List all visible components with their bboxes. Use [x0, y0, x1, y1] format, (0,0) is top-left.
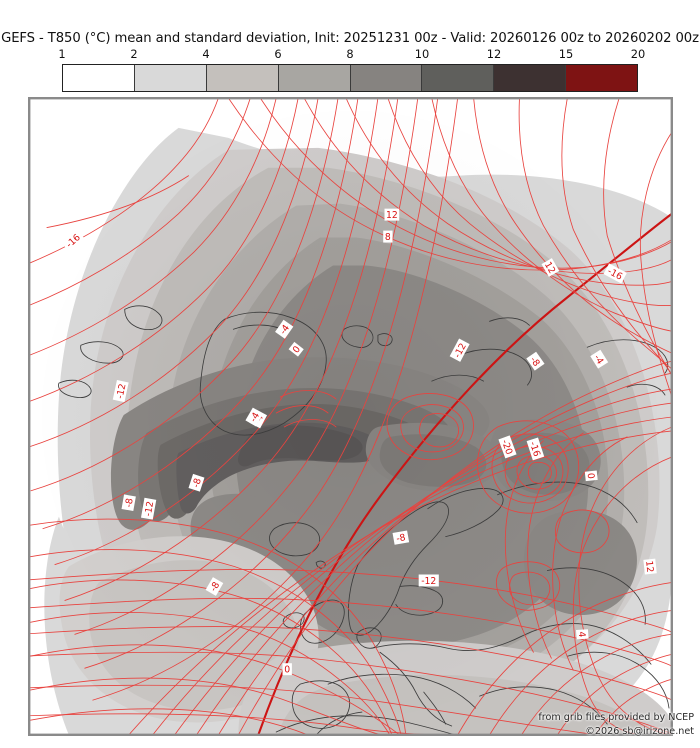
contour-label: -4 — [245, 407, 264, 427]
contour-label-bg — [449, 338, 470, 362]
colorbar-tick-8: 8 — [346, 47, 354, 61]
contour-label-bg — [590, 349, 609, 369]
contour-label-bg — [384, 208, 400, 221]
contour-label-bg — [112, 379, 129, 403]
page-title: GEFS - T850 (°C) mean and standard devia… — [1, 31, 699, 46]
mean-temperature-contours — [29, 98, 672, 735]
contour-label-text: -20 — [499, 438, 515, 456]
contour-label: 12 — [384, 208, 400, 221]
contour-labels: -16-12-8-8-4-4-8-120-4812-1212-16-8-4-20… — [61, 208, 657, 735]
contour-label-text: 0 — [291, 344, 303, 356]
contour-label-bg — [575, 629, 589, 640]
contour-label-bg — [383, 230, 393, 243]
contour-label-bg — [392, 530, 410, 545]
contour-label-text: -8 — [123, 497, 135, 508]
contour-label-text: -12 — [115, 383, 129, 400]
colorbar-tick-12: 12 — [486, 47, 502, 61]
contour-label-bg — [288, 341, 304, 357]
colorbar-tick-6: 6 — [274, 47, 282, 61]
map-svg: -16-12-8-8-4-4-8-120-4812-1212-16-8-4-20… — [29, 98, 672, 735]
colorbar-tick-labels: 1 2 4 6 8 10 12 15 20 — [58, 47, 645, 61]
contour-label-text: 12 — [386, 210, 398, 221]
colorbar-swatch-0 — [63, 65, 135, 91]
contour-label-text: 12 — [542, 260, 557, 276]
contour-label: -4 — [275, 319, 294, 339]
contour-label-bg — [205, 577, 224, 596]
contour-label-bg — [275, 319, 294, 339]
contour-label-text: -12 — [143, 500, 156, 517]
contour-label-bg — [584, 470, 598, 482]
contour-label-text: 12 — [643, 560, 655, 573]
contour-label-bg — [140, 497, 157, 520]
contour-label: 8 — [383, 230, 393, 243]
contour-label-text: -8 — [395, 532, 406, 544]
contour-label: -12 — [112, 379, 129, 403]
contour-label-bg — [541, 258, 560, 277]
stddev-filled-contours — [29, 98, 672, 735]
contour-label-text: 0 — [284, 665, 290, 676]
contour-label: -8 — [188, 473, 205, 492]
colorbar-swatches — [62, 64, 638, 92]
contour-label: -8 — [392, 530, 410, 545]
contour-label-text: -16 — [527, 440, 542, 458]
colorbar-swatch-7 — [566, 65, 637, 91]
contour-label-bg — [498, 435, 517, 459]
colorbar-tick-20: 20 — [630, 47, 646, 61]
contour-label-bg — [603, 263, 627, 284]
contour-label: 12 — [643, 558, 657, 575]
contour-label-bg — [282, 663, 292, 676]
contour-label-text: -8 — [191, 477, 204, 489]
contour-label-bg — [121, 494, 136, 512]
contour-label-bg — [188, 473, 205, 492]
contour-label: -12 — [418, 574, 439, 587]
colorbar-tick-15: 15 — [558, 47, 574, 61]
colorbar-swatch-6 — [494, 65, 567, 91]
contour-label: -12 — [140, 497, 157, 520]
contour-label: 0 — [282, 663, 292, 676]
contour-label-text: 0 — [585, 472, 597, 479]
contour-label-bg — [526, 437, 545, 461]
contour-label: -8 — [205, 577, 224, 596]
credit-copyright: ©2026 sb@irizone.net — [585, 726, 694, 737]
credit-source: from grib files provided by NCEP — [538, 712, 694, 723]
colorbar-tick-10: 10 — [414, 47, 430, 61]
contour-label: -8 — [121, 494, 136, 512]
map-canvas[interactable]: -16-12-8-8-4-4-8-120-4812-1212-16-8-4-20… — [28, 97, 673, 736]
colorbar-swatch-5 — [422, 65, 495, 91]
colorbar-tick-2: 2 — [130, 47, 138, 61]
contour-label: -8 — [526, 351, 545, 371]
contour-label: 0 — [584, 470, 598, 482]
contour-label-bg — [643, 558, 657, 575]
colorbar-tick-4: 4 — [202, 47, 210, 61]
contour-label-text: -12 — [421, 576, 436, 587]
contour-label-bg — [61, 229, 85, 252]
colorbar-tick-1: 1 — [58, 47, 66, 61]
colorbar-swatch-3 — [278, 65, 351, 91]
contour-label-bg — [245, 407, 264, 427]
contour-label: -20 — [498, 435, 517, 459]
colorbar-swatch-4 — [350, 65, 423, 91]
contour-label: -16 — [526, 437, 545, 461]
contour-label-text: 8 — [385, 232, 391, 243]
contour-label-bg — [526, 351, 545, 371]
colorbar-swatch-2 — [206, 65, 279, 91]
colorbar: 1 2 4 6 8 10 12 15 20 — [58, 47, 645, 92]
contour-label: 0 — [288, 341, 304, 357]
contour-label-text: 4 — [576, 631, 587, 638]
coastlines — [58, 305, 670, 735]
contour-label-bg — [418, 574, 439, 587]
contour-label: 4 — [575, 629, 589, 640]
colorbar-swatch-1 — [134, 65, 207, 91]
contour-label: -4 — [590, 349, 609, 369]
contour-label: 12 — [541, 258, 560, 277]
